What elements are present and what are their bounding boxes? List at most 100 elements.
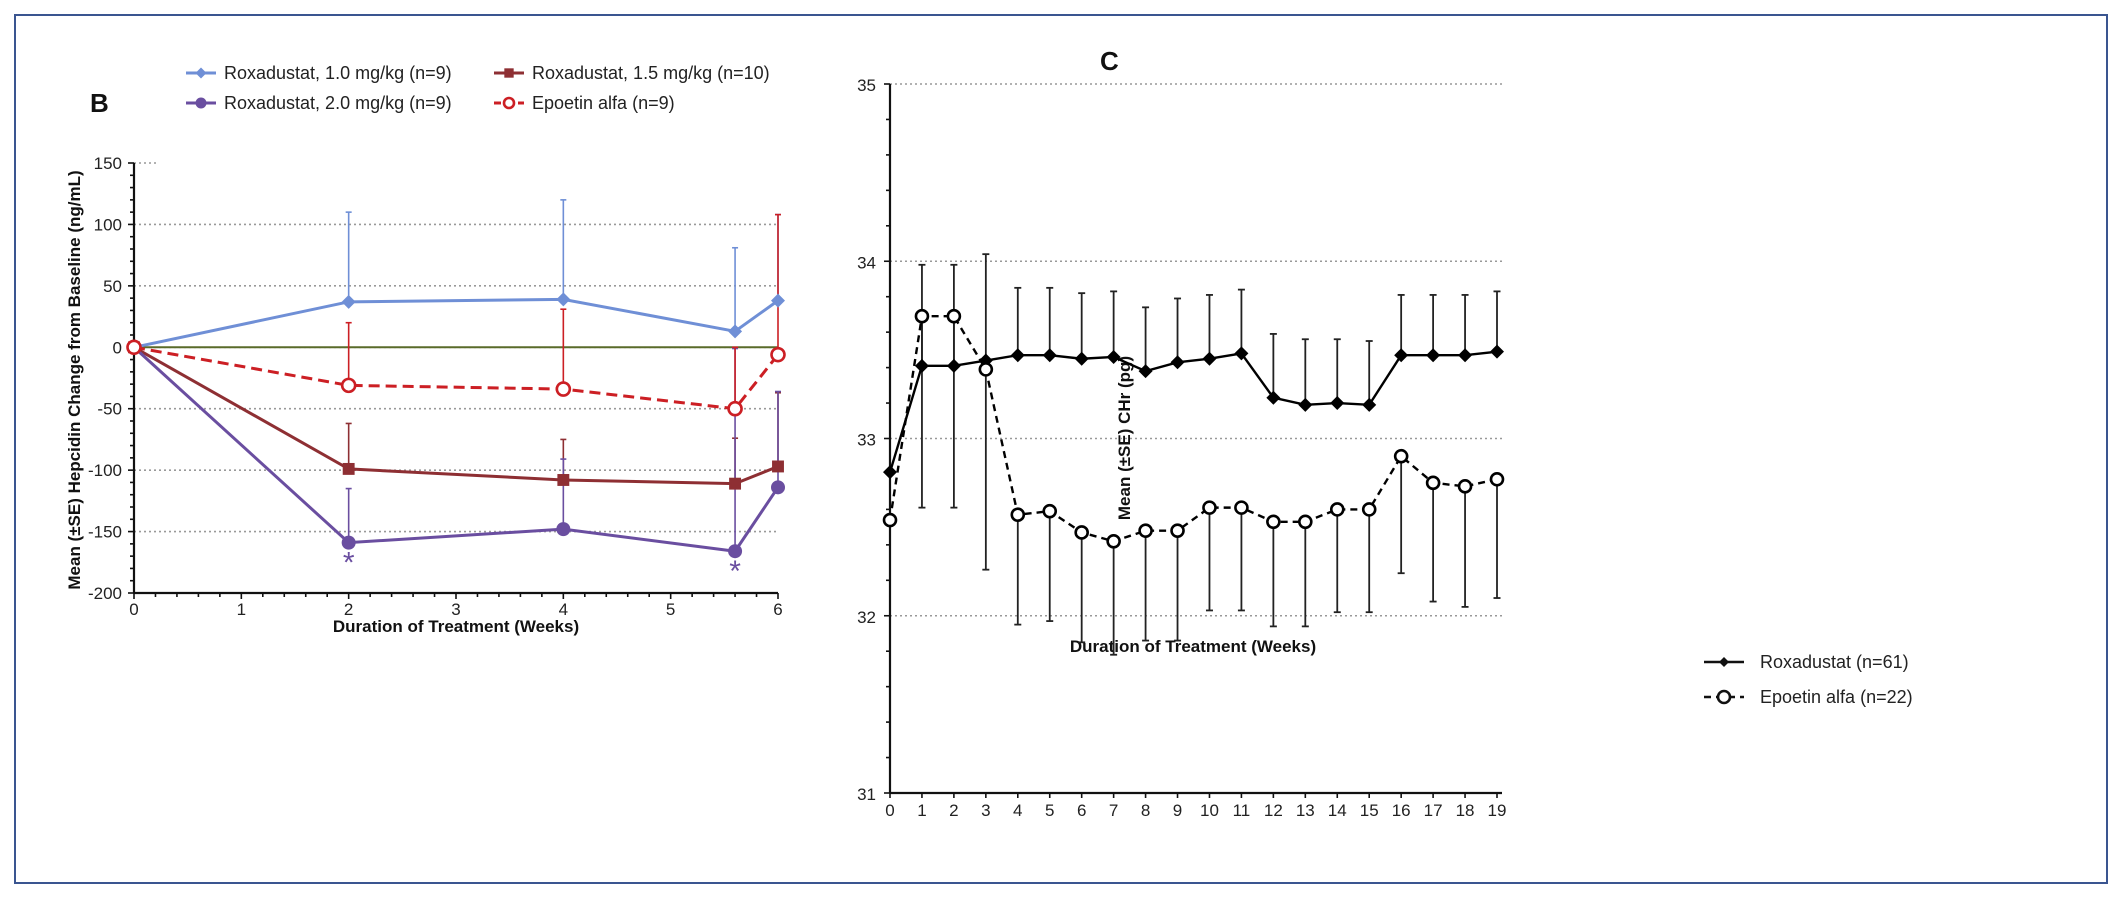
x-tick-label: 19: [1488, 801, 1507, 820]
x-tick-label: 15: [1360, 801, 1379, 820]
data-point: [771, 293, 785, 308]
data-point: [556, 522, 571, 537]
data-point: [557, 474, 570, 486]
x-tick-label: 10: [1200, 801, 1219, 820]
data-point: [1457, 479, 1473, 494]
x-tick-label: 1: [917, 801, 926, 820]
legend-label: Epoetin alfa (n=22): [1760, 687, 1913, 707]
data-point: [1425, 475, 1441, 491]
data-point: [341, 535, 356, 550]
legend-label: Roxadustat, 1.5 mg/kg (n=10): [532, 63, 770, 83]
legend-label: Roxadustat, 2.0 mg/kg (n=9): [224, 93, 452, 113]
data-point: [914, 358, 929, 373]
data-point: [1426, 348, 1441, 363]
data-point: [1329, 502, 1345, 517]
legend-item: Roxadustat, 1.0 mg/kg (n=9): [186, 63, 452, 83]
data-point: [1010, 348, 1025, 363]
data-point: [978, 362, 994, 377]
figure-frame: [14, 14, 2108, 884]
panel-c-x-axis-title: Duration of Treatment (Weeks): [1070, 637, 1316, 656]
y-tick-label: -200: [88, 584, 122, 603]
y-tick-label: 33: [857, 431, 876, 450]
legend-item: Roxadustat, 2.0 mg/kg (n=9): [186, 93, 452, 113]
series-line-1: [133, 345, 779, 486]
x-tick-label: 6: [1077, 801, 1086, 820]
data-point: [1458, 348, 1473, 363]
panel-c-plot: 0 1 2 3 4 5 6 7 8 9 10 11 12 13 14 15 16 17 18 193534333231…: [857, 76, 1913, 820]
data-point: [1234, 500, 1249, 515]
data-point: [340, 377, 357, 394]
x-tick-label: 14: [1328, 801, 1347, 820]
data-point: [1074, 351, 1089, 366]
data-point: [126, 339, 142, 356]
y-tick-label: 0: [113, 338, 122, 357]
data-point: [1361, 502, 1377, 517]
data-point: [1266, 390, 1281, 405]
y-tick-label: -150: [88, 523, 122, 542]
y-tick-label: 35: [857, 76, 876, 95]
panel-b-x-axis-title: Duration of Treatment (Weeks): [333, 617, 579, 636]
panel-c-y-axis-title: Mean (±SE) CHr (pg): [1115, 356, 1134, 520]
data-point: [1138, 364, 1153, 379]
y-tick-label: -50: [97, 400, 122, 419]
data-point: [1234, 346, 1249, 361]
data-point: [1202, 351, 1217, 366]
data-point: [555, 381, 572, 397]
data-point: [1138, 523, 1153, 538]
x-tick-label: 4: [559, 600, 568, 619]
legend-item: Epoetin alfa (n=22): [1704, 687, 1913, 707]
data-point: [1042, 348, 1057, 363]
data-point: [1010, 507, 1026, 523]
x-tick-label: 9: [1173, 801, 1182, 820]
data-point: [1394, 348, 1409, 363]
x-tick-label: 5: [666, 600, 675, 619]
x-tick-label: 5: [1045, 801, 1054, 820]
data-point: [946, 358, 961, 373]
data-point: [727, 400, 743, 417]
y-tick-label: 34: [857, 253, 876, 272]
x-tick-label: 4: [1013, 801, 1022, 820]
x-tick-label: 13: [1296, 801, 1315, 820]
series-line-2: [132, 346, 780, 553]
data-point: [556, 292, 571, 307]
legend-swatch-marker: [1716, 689, 1732, 705]
x-tick-label: 7: [1109, 801, 1118, 820]
y-tick-label: 100: [94, 215, 122, 234]
legend-item: Roxadustat (n=61): [1704, 652, 1909, 672]
data-point: [728, 544, 743, 559]
x-tick-label: 0: [129, 600, 138, 619]
data-point: [1202, 500, 1217, 515]
legend-item: Epoetin alfa (n=9): [494, 93, 675, 113]
series-line-1: [888, 314, 1498, 543]
x-tick-label: 11: [1233, 801, 1251, 820]
x-tick-label: 0: [885, 801, 894, 820]
data-point: [882, 512, 898, 528]
data-point: [772, 460, 784, 473]
legend-swatch-marker: [1719, 657, 1729, 667]
series-line-3: [133, 345, 780, 411]
y-tick-label: 32: [857, 608, 876, 627]
data-point: [1106, 349, 1121, 364]
y-tick-label: 50: [103, 277, 122, 296]
legend-label: Roxadustat (n=61): [1760, 652, 1909, 672]
x-tick-label: 8: [1141, 801, 1150, 820]
legend-swatch-marker: [502, 96, 516, 110]
data-point: [341, 294, 356, 309]
panel-c-letter: C: [1100, 46, 1119, 76]
x-tick-label: 2: [949, 801, 958, 820]
panel-b-letter: B: [90, 88, 109, 118]
legend-label: Epoetin alfa (n=9): [532, 93, 675, 113]
data-point: [1298, 514, 1313, 530]
x-tick-label: 3: [981, 801, 990, 820]
y-tick-label: 150: [94, 154, 122, 173]
data-point: [770, 346, 786, 363]
legend-swatch-marker: [504, 68, 514, 78]
x-tick-label: 2: [344, 600, 353, 619]
data-point: [1074, 525, 1089, 540]
x-tick-label: 3: [451, 600, 460, 619]
y-tick-label: 31: [857, 785, 876, 804]
significance-asterisk: *: [729, 555, 741, 588]
panel-b-y-axis-title: Mean (±SE) Hepcidin Change from Baseline…: [65, 170, 84, 589]
legend-swatch-marker: [195, 97, 207, 109]
y-tick-label: -100: [88, 461, 122, 480]
